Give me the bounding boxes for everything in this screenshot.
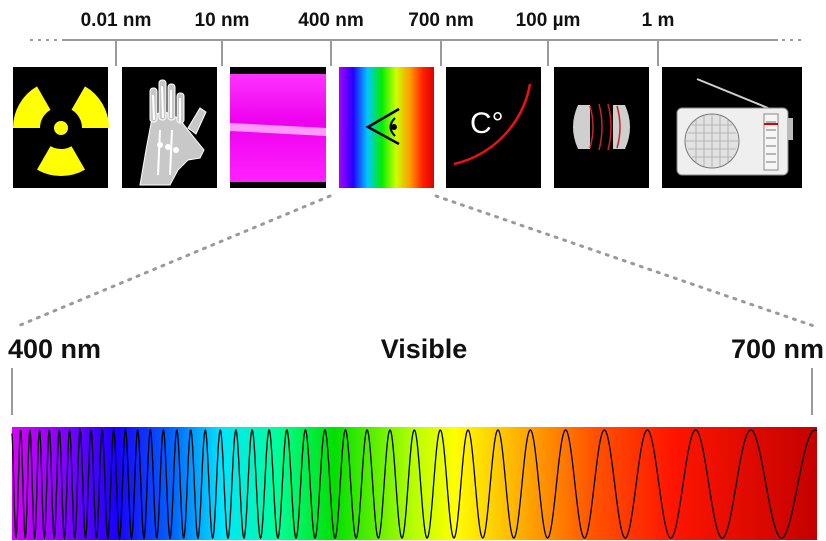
xray-hand-icon (122, 67, 217, 188)
visible-spectrum-bar (11, 427, 818, 541)
heat-unit-text: C° (470, 107, 504, 140)
microwave-icon (554, 67, 649, 188)
scale-label-uv: 400 nm (298, 10, 364, 31)
scale-label-gamma: 0.01 nm (80, 10, 152, 31)
scale-label-xray: 10 nm (194, 10, 250, 31)
scale-axis (30, 39, 806, 66)
heat-icon: C° (446, 67, 541, 188)
scale-label-infrared: 100 µm (515, 10, 581, 31)
radio-icon (662, 67, 802, 188)
band-title: Visible (380, 334, 468, 364)
scale-label-visible: 700 nm (408, 10, 474, 31)
eye-icon (339, 67, 434, 188)
band-left-label: 400 nm (8, 334, 102, 364)
zoom-lines (16, 194, 816, 328)
ultraviolet-icon (230, 67, 326, 188)
radiation-icon (12, 67, 110, 188)
wave-line (11, 427, 818, 541)
scale-label-radio: 1 m (641, 10, 675, 31)
band-right-label: 700 nm (730, 334, 824, 364)
